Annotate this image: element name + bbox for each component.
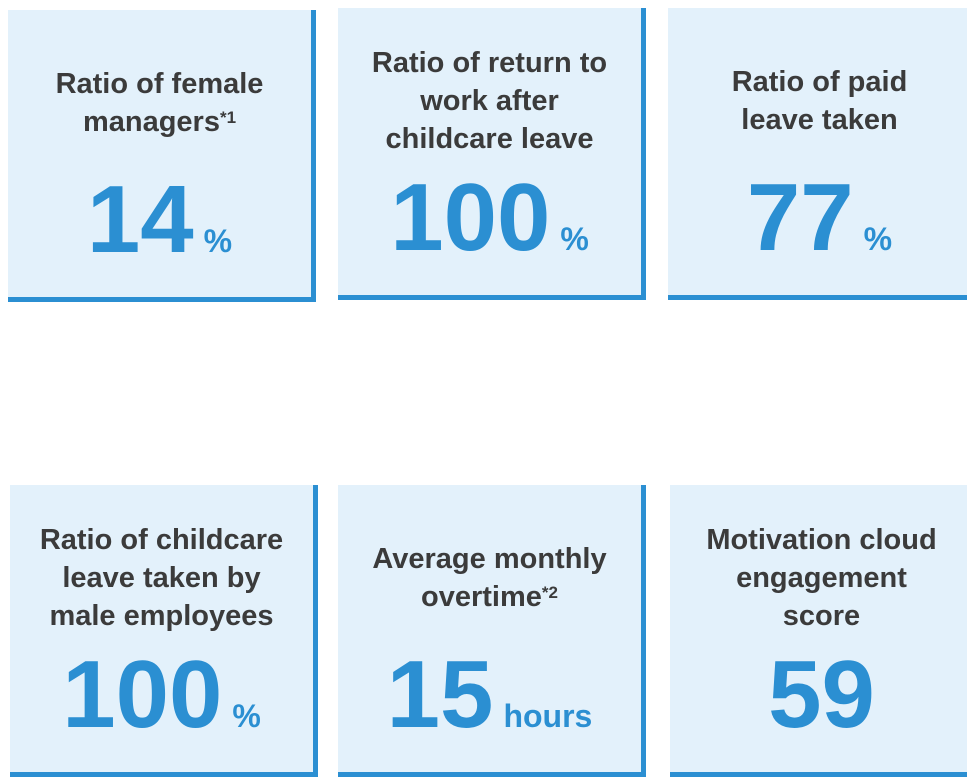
title-text: childcare leave [385, 123, 594, 155]
title-text: Ratio of return to [371, 47, 608, 79]
value-number: 77 [746, 164, 854, 271]
title-text: male employees [49, 600, 274, 632]
kpi-title: Ratio of female managers*1 [8, 65, 311, 141]
value-unit: % [863, 221, 893, 257]
title-text: Ratio of female [55, 68, 264, 100]
kpi-value: 100% [338, 168, 641, 268]
title-line: childcare leave [338, 120, 641, 158]
value-unit: hours [503, 698, 593, 734]
title-text: leave taken by [62, 562, 261, 594]
title-text: managers [82, 106, 220, 138]
title-text: overtime [421, 581, 542, 613]
value-unit: % [203, 223, 233, 259]
kpi-card: Motivation cloud engagement score 59 [670, 485, 967, 777]
kpi-title: Ratio of childcare leave taken by male emp… [10, 521, 313, 635]
kpi-value: 59 [670, 645, 967, 745]
kpi-value: 14% [8, 170, 311, 270]
title-text: leave taken [741, 104, 898, 136]
title-line: engagement [670, 559, 967, 597]
kpi-card: Ratio of female managers*1 14% [8, 10, 316, 302]
kpi-value: 77% [668, 168, 967, 268]
value-number: 59 [768, 641, 875, 748]
title-line: work after [338, 82, 641, 120]
title-line: Average monthly [338, 540, 641, 578]
title-line: Ratio of childcare [10, 521, 313, 559]
value-number: 15 [386, 641, 494, 748]
value-unit: % [560, 221, 589, 257]
title-line: overtime*2 [338, 578, 641, 616]
kpi-title: Motivation cloud engagement score [670, 521, 967, 635]
kpi-value: 15 hours [338, 645, 641, 745]
value-unit: % [232, 698, 261, 734]
value-number: 14 [86, 166, 194, 273]
kpi-card: Ratio of paid leave taken 77% [668, 8, 967, 300]
footnote-mark: *2 [541, 583, 558, 602]
title-line: score [670, 597, 967, 635]
title-text: score [782, 600, 861, 632]
title-text: Motivation cloud [706, 524, 937, 556]
title-line: leave taken [668, 101, 967, 139]
value-number: 100 [62, 641, 223, 748]
title-line: Ratio of return to [338, 44, 641, 82]
title-text: Ratio of paid [731, 66, 908, 98]
title-text: work after [420, 85, 559, 117]
title-line: Ratio of female [8, 65, 311, 103]
kpi-card: Average monthly overtime*2 15 hours [338, 485, 646, 777]
kpi-card: Ratio of childcare leave taken by male emp… [10, 485, 318, 777]
kpi-title: Ratio of paid leave taken [668, 63, 967, 139]
title-line: Motivation cloud [670, 521, 967, 559]
value-number: 100 [390, 164, 551, 271]
kpi-title: Ratio of return to work after childcare le… [338, 44, 641, 158]
kpi-value: 100% [10, 645, 313, 745]
title-text: engagement [736, 562, 907, 594]
title-line: managers*1 [8, 103, 311, 141]
title-text: Ratio of childcare [39, 524, 284, 556]
title-line: leave taken by [10, 559, 313, 597]
kpi-title: Average monthly overtime*2 [338, 540, 641, 616]
title-text: Average monthly [372, 543, 607, 575]
kpi-card: Ratio of return to work after childcare le… [338, 8, 646, 300]
title-line: Ratio of paid [668, 63, 967, 101]
footnote-mark: *1 [219, 108, 237, 127]
title-line: male employees [10, 597, 313, 635]
